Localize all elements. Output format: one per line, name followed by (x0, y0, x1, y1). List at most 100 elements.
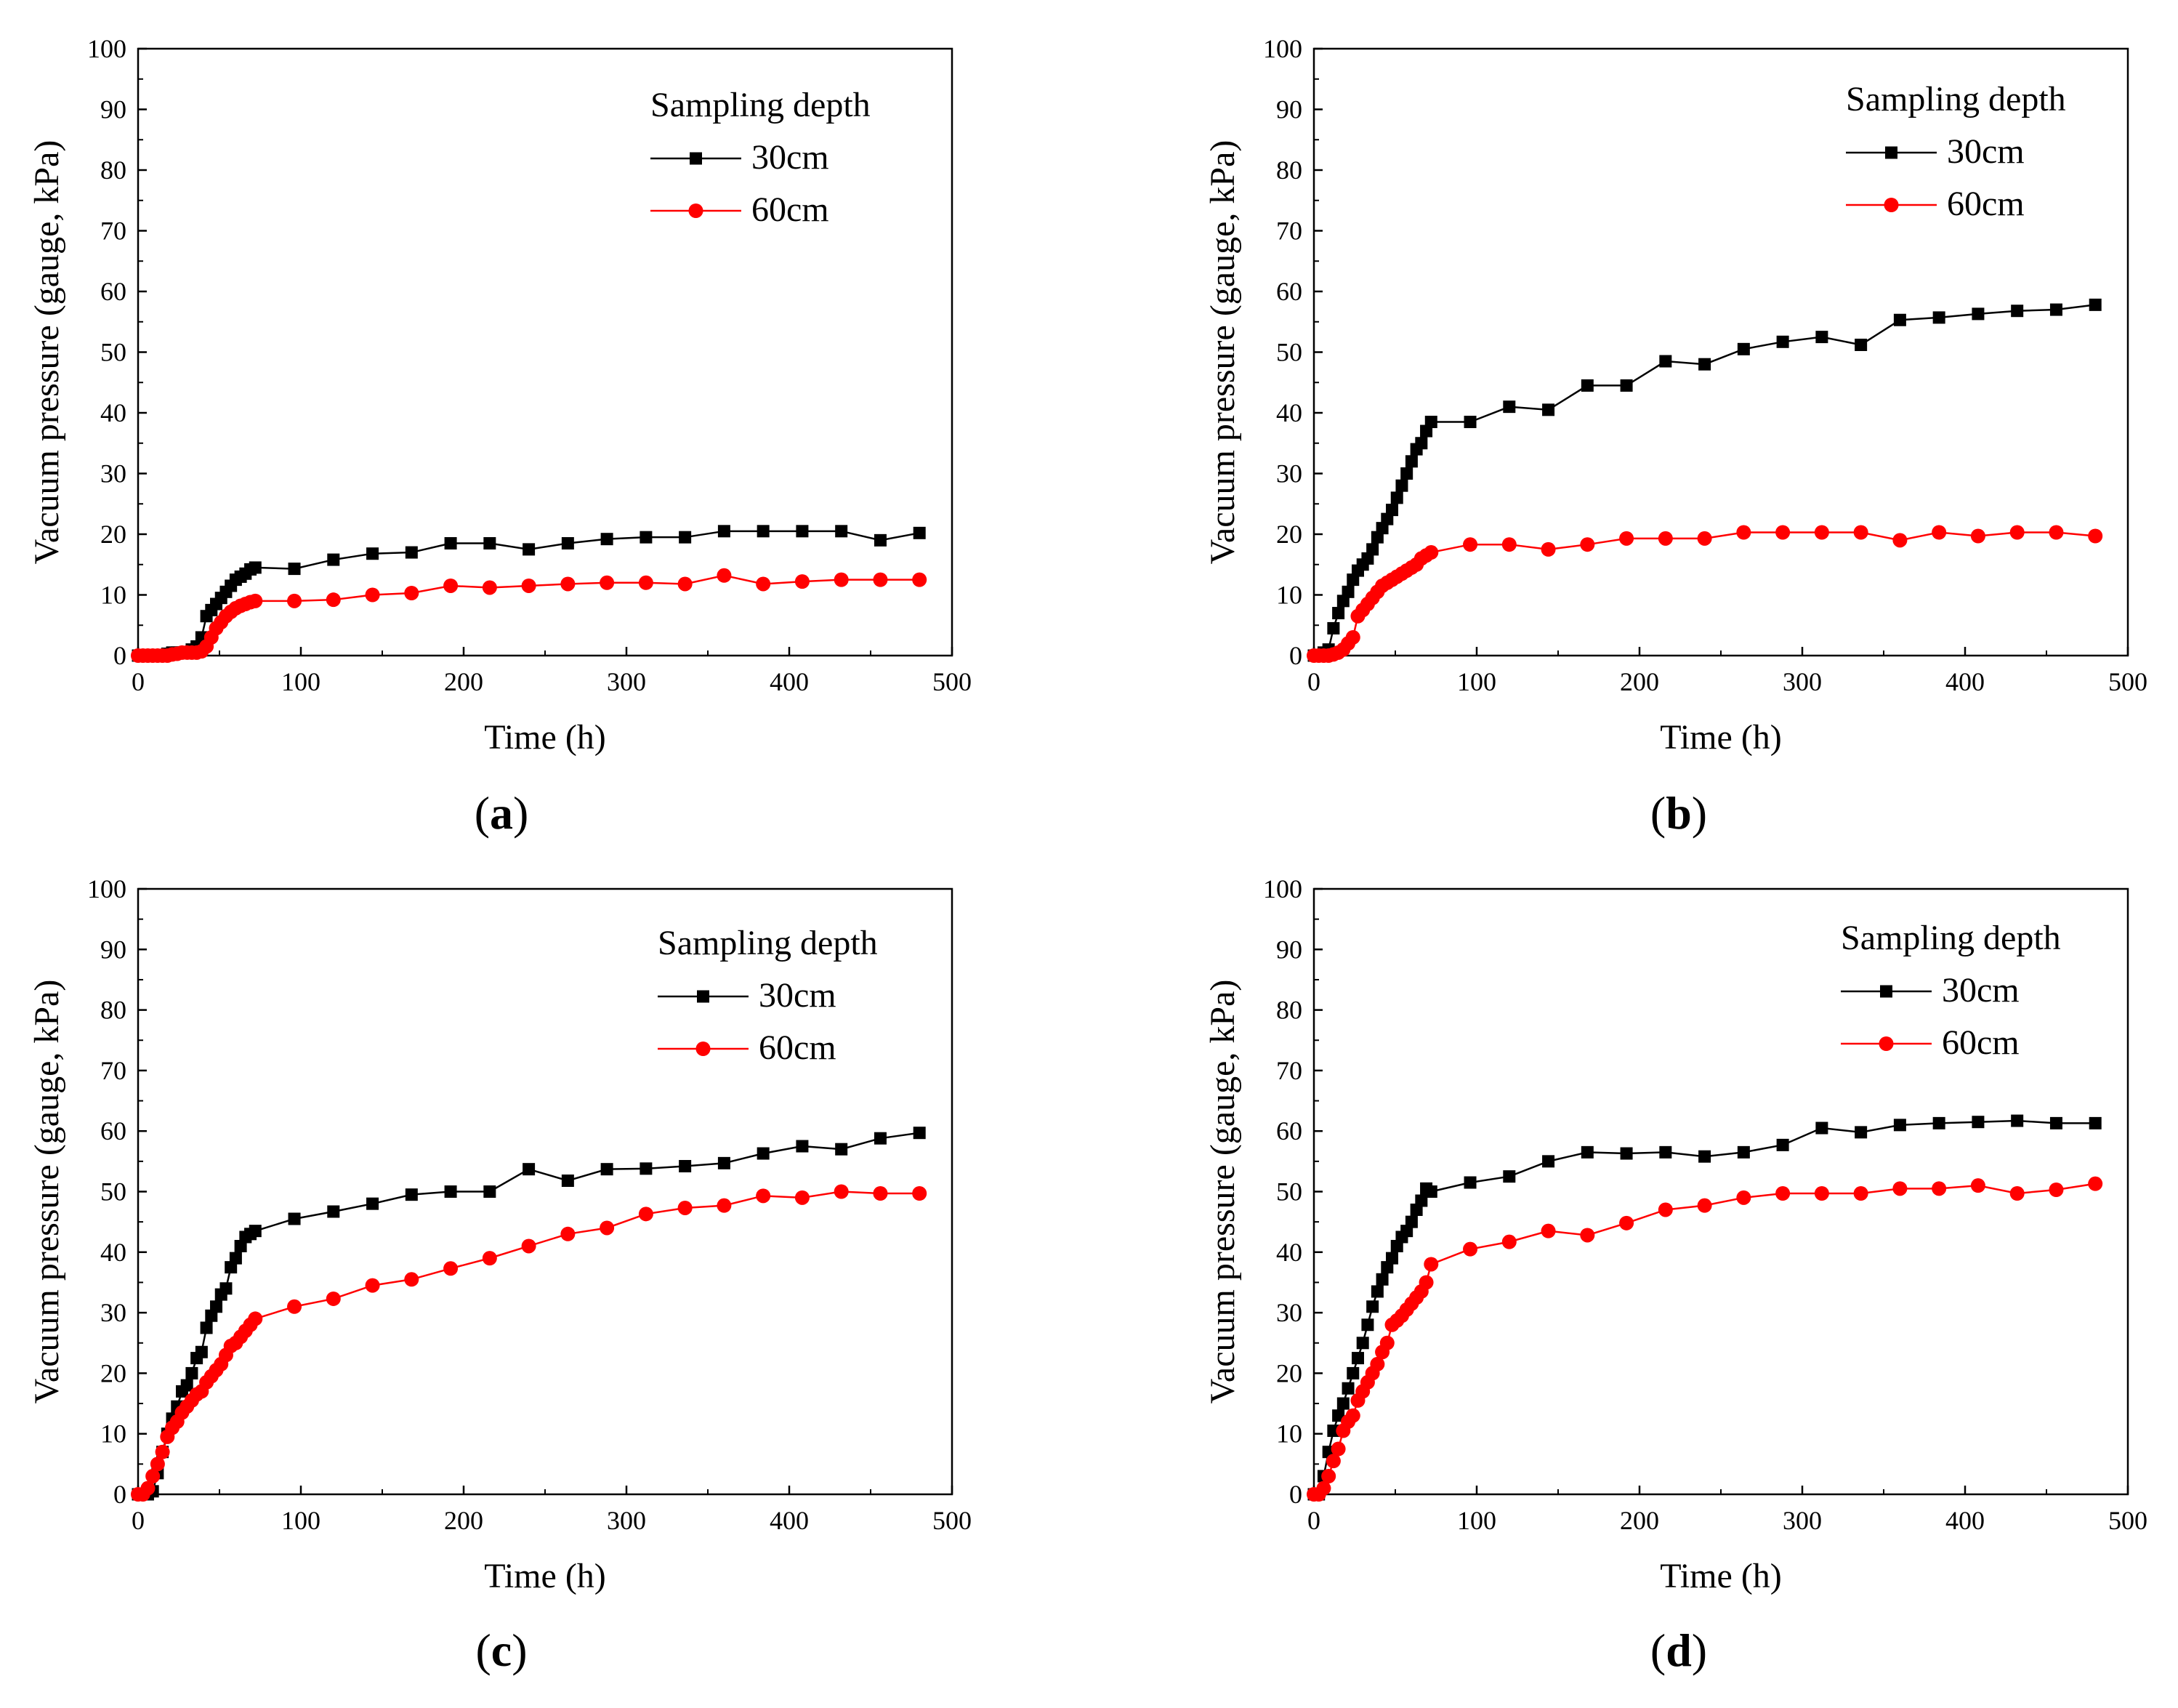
data-point-60cm (482, 580, 497, 595)
data-point-60cm (1345, 629, 1360, 645)
data-point-60cm (600, 1220, 615, 1236)
data-point-30cm (1776, 335, 1789, 348)
data-point-60cm (912, 572, 927, 587)
legend-marker-30cm (1880, 985, 1892, 998)
data-point-30cm (523, 1163, 536, 1176)
y-tick-label: 0 (113, 1480, 126, 1509)
data-point-30cm (561, 1175, 574, 1188)
data-point-60cm (521, 578, 536, 593)
data-point-60cm (834, 572, 849, 587)
data-point-60cm (1379, 1335, 1395, 1350)
x-tick-label: 500 (932, 1506, 972, 1535)
y-axis-title: Vacuum pressure (gauge, kPa) (1203, 980, 1242, 1404)
data-point-30cm (600, 1163, 613, 1176)
data-point-30cm (1347, 1366, 1360, 1379)
data-point-60cm (140, 1481, 156, 1496)
data-point-30cm (327, 553, 340, 566)
x-tick-label: 300 (1783, 1506, 1822, 1535)
panel-label: (b) (1650, 787, 1707, 839)
data-point-60cm (1697, 531, 1712, 546)
data-point-30cm (1503, 400, 1516, 414)
data-point-30cm (1400, 467, 1413, 480)
data-point-30cm (1356, 1337, 1369, 1350)
data-point-60cm (1424, 1257, 1439, 1272)
legend-title: Sampling depth (1846, 80, 2066, 118)
series-line-30cm (1314, 304, 2096, 657)
data-point-30cm (835, 1143, 848, 1156)
y-tick-label: 80 (100, 156, 126, 185)
data-point-30cm (1361, 1318, 1374, 1332)
x-tick-label: 500 (2108, 667, 2147, 696)
data-point-60cm (1580, 537, 1595, 552)
data-point-30cm (1581, 379, 1594, 392)
data-point-60cm (1580, 1228, 1595, 1243)
data-point-60cm (1619, 531, 1634, 546)
series-60cm (131, 568, 927, 663)
data-point-30cm (1503, 1170, 1516, 1183)
x-tick-label: 400 (770, 1506, 809, 1535)
data-point-30cm (1815, 1121, 1828, 1135)
data-point-60cm (756, 576, 771, 592)
data-point-30cm (1376, 1273, 1389, 1286)
x-tick-label: 400 (1945, 667, 1985, 696)
data-point-30cm (1972, 307, 1985, 321)
data-point-30cm (288, 563, 301, 576)
data-point-30cm (1776, 1138, 1789, 1151)
data-point-60cm (248, 593, 263, 608)
data-point-30cm (249, 561, 262, 574)
data-point-60cm (443, 1261, 459, 1276)
y-tick-label: 100 (87, 34, 126, 63)
data-point-60cm (1932, 1181, 1947, 1196)
y-tick-label: 70 (100, 217, 126, 246)
data-point-30cm (210, 1300, 223, 1313)
data-point-30cm (288, 1212, 301, 1225)
series-30cm (132, 525, 926, 662)
series-line-30cm (1314, 1119, 2096, 1496)
data-point-30cm (874, 533, 887, 547)
data-point-60cm (717, 1198, 732, 1213)
y-axis-title: Vacuum pressure (gauge, kPa) (1203, 140, 1242, 565)
data-point-60cm (1932, 525, 1947, 540)
data-point-60cm (1345, 1408, 1360, 1423)
data-point-30cm (1332, 607, 1345, 620)
data-point-30cm (561, 537, 574, 550)
data-point-30cm (717, 525, 730, 538)
x-tick-label: 200 (1620, 667, 1659, 696)
data-point-60cm (1326, 1454, 1341, 1469)
data-point-30cm (1366, 543, 1379, 556)
data-point-30cm (796, 1140, 809, 1153)
data-point-60cm (404, 585, 419, 600)
data-point-30cm (1855, 338, 1868, 351)
data-point-30cm (1932, 311, 1945, 324)
data-point-30cm (1327, 1425, 1340, 1438)
y-tick-label: 20 (100, 520, 126, 549)
legend: Sampling depth 30cm 60cm (1846, 80, 2066, 223)
data-point-60cm (1501, 1234, 1517, 1249)
x-axis-title: Time (h) (484, 718, 606, 757)
data-point-60cm (287, 593, 302, 608)
data-point-30cm (1542, 403, 1555, 416)
data-point-30cm (1366, 1300, 1379, 1313)
data-point-30cm (200, 1321, 213, 1334)
x-tick-label: 300 (607, 667, 646, 696)
data-point-30cm (640, 531, 653, 544)
legend-marker-30cm (697, 990, 709, 1003)
data-point-60cm (287, 1299, 302, 1314)
data-point-60cm (1619, 1215, 1634, 1230)
legend-label-30cm: 30cm (1942, 971, 2020, 1010)
data-point-60cm (2049, 525, 2064, 540)
x-tick-label: 0 (132, 1506, 145, 1535)
data-point-60cm (365, 1278, 380, 1293)
panel-label: (c) (475, 1624, 527, 1676)
data-point-60cm (365, 587, 380, 603)
data-point-60cm (1970, 1178, 1985, 1193)
data-point-60cm (912, 1185, 927, 1201)
data-point-60cm (2009, 1185, 2025, 1201)
data-point-30cm (2089, 1116, 2102, 1129)
data-point-60cm (1541, 541, 1556, 557)
data-point-30cm (1415, 437, 1428, 450)
chart-panel-a: 0 100 200 300 400 500 0 10 20 30 40 50 60 70 80 90 100 Ti… (28, 34, 972, 839)
data-point-30cm (1327, 621, 1340, 635)
x-tick-label: 100 (1457, 1506, 1496, 1535)
